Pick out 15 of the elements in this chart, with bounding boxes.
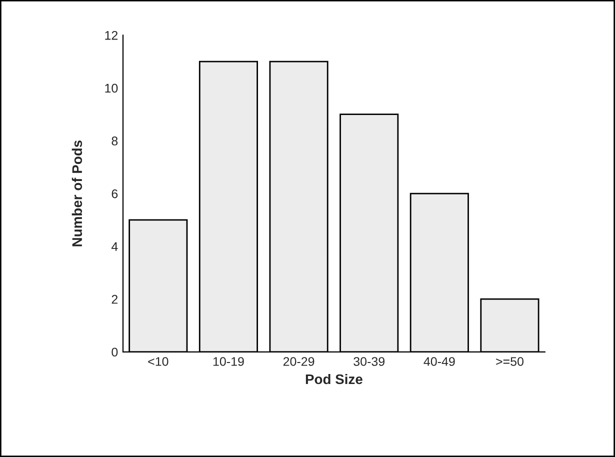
x-tick-label: <10 <box>148 357 168 366</box>
y-tick-label: 8 <box>112 136 118 146</box>
x-tick-label: 10-19 <box>213 357 244 366</box>
y-tick-label: 12 <box>105 30 118 40</box>
x-axis-title: Pod Size <box>306 374 362 384</box>
y-tick-label: 6 <box>112 189 118 198</box>
x-tick-label: 40-49 <box>424 357 455 366</box>
y-tick-label: 2 <box>112 294 118 304</box>
x-tick-label: >=50 <box>496 357 524 366</box>
y-axis-title: Number of Pods <box>72 140 82 246</box>
y-tick-label: 4 <box>111 242 118 251</box>
y-tick-label: 0 <box>112 348 118 357</box>
x-tick-label: 20-29 <box>283 357 314 366</box>
y-tick-label: 10 <box>105 84 118 93</box>
x-tick-label: 30-39 <box>354 357 384 366</box>
